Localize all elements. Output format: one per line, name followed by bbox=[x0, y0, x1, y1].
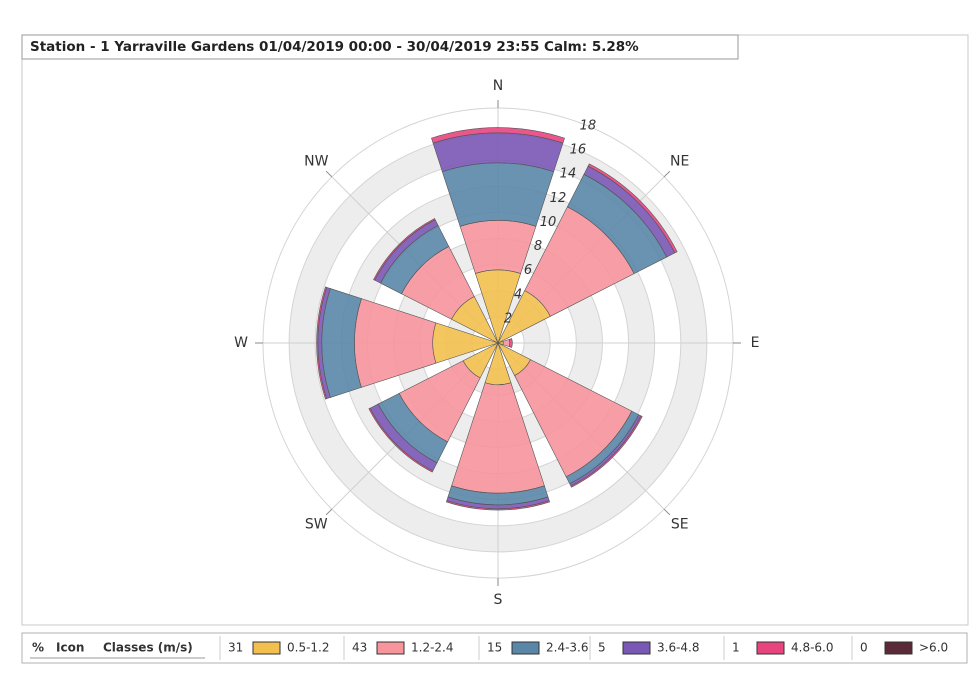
legend-percent: 43 bbox=[352, 641, 367, 655]
title-tab bbox=[21, 34, 739, 60]
radial-tick-label: 6 bbox=[524, 263, 532, 278]
direction-tick bbox=[325, 508, 333, 516]
radial-tick-label: 16 bbox=[570, 143, 587, 158]
legend-percent: 1 bbox=[732, 641, 740, 655]
direction-label: S bbox=[494, 592, 503, 608]
radial-tick-label: 10 bbox=[540, 215, 557, 230]
direction-tick bbox=[663, 170, 671, 178]
legend-swatch bbox=[622, 641, 651, 655]
direction-label: W bbox=[234, 335, 248, 351]
radial-tick-label: 18 bbox=[580, 118, 597, 133]
radial-tick-label: 4 bbox=[514, 287, 522, 302]
direction-label: E bbox=[751, 335, 760, 351]
legend-label: 1.2-2.4 bbox=[411, 641, 454, 655]
legend-percent: 0 bbox=[860, 641, 868, 655]
sector-segment bbox=[316, 286, 328, 400]
radial-tick-label: 2 bbox=[504, 311, 512, 326]
chart-title: Station - 1 Yarraville Gardens 01/04/201… bbox=[30, 39, 639, 55]
direction-label: NW bbox=[304, 153, 328, 169]
sector-segment bbox=[368, 407, 434, 473]
direction-label: SW bbox=[305, 517, 328, 533]
direction-tick bbox=[663, 508, 671, 516]
legend-swatch bbox=[884, 641, 913, 655]
sector-segment bbox=[587, 163, 678, 254]
sector-segment bbox=[445, 500, 551, 511]
radial-tick-label: 12 bbox=[550, 191, 567, 206]
radial-tick-label: 8 bbox=[534, 239, 542, 254]
direction-tick bbox=[325, 170, 333, 178]
legend-label: >6.0 bbox=[919, 641, 948, 655]
legend-percent: 31 bbox=[228, 641, 243, 655]
legend-percent: 15 bbox=[487, 641, 502, 655]
legend-label: 4.8-6.0 bbox=[791, 641, 834, 655]
direction-label: SE bbox=[671, 517, 689, 533]
legend-label: 0.5-1.2 bbox=[287, 641, 330, 655]
legend-percent: 5 bbox=[598, 641, 606, 655]
sector-segment bbox=[373, 218, 436, 281]
sector-segment bbox=[441, 162, 555, 227]
legend-swatch bbox=[376, 641, 405, 655]
legend-label: 2.4-3.6 bbox=[546, 641, 589, 655]
direction-label: NE bbox=[670, 153, 689, 169]
legend-header: Classes (m/s) bbox=[103, 641, 193, 655]
legend-header: Icon bbox=[56, 641, 84, 655]
legend-label: 3.6-4.8 bbox=[657, 641, 700, 655]
sector-segment bbox=[508, 338, 513, 348]
sector-segment bbox=[431, 127, 565, 144]
direction-label: N bbox=[493, 78, 503, 94]
legend-swatch bbox=[252, 641, 281, 655]
sector-segment bbox=[570, 415, 643, 488]
legend-swatch bbox=[756, 641, 785, 655]
legend-swatch bbox=[511, 641, 540, 655]
legend-header: % bbox=[32, 641, 44, 655]
radial-tick-label: 14 bbox=[560, 167, 577, 182]
